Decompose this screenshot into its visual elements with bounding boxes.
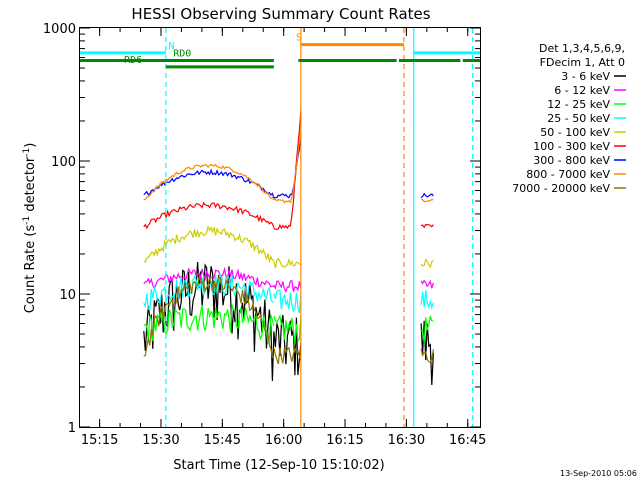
legend-label: 12 - 25 keV (547, 98, 610, 111)
data-series-line (143, 261, 275, 382)
plot-frame (79, 27, 481, 428)
legend-label: 3 - 6 keV (561, 70, 610, 83)
x-axis-label: Start Time (12-Sep-10 15:10:02) (173, 458, 384, 473)
data-series-line (420, 223, 434, 229)
flag-label: N (168, 41, 174, 52)
legend: Det 1,3,4,5,6,9,FDecim 1, Att 03 - 6 keV… (512, 42, 626, 195)
flag-label: RD6 (124, 55, 142, 66)
flag-label: S (296, 33, 302, 44)
data-series-line (420, 192, 434, 199)
y-tick-label: 10 (59, 288, 76, 303)
y-axis-label-main: Count Rate (s (23, 225, 38, 314)
legend-label: 100 - 300 keV (533, 140, 610, 153)
x-tick-label: 15:45 (204, 433, 241, 448)
data-layer (143, 110, 434, 386)
legend-label: 6 - 12 keV (554, 84, 610, 97)
y-axis-label-mid: detector (23, 156, 38, 216)
y-tick-label: 1000 (43, 22, 76, 37)
data-series-line (143, 224, 274, 264)
data-series-line (420, 320, 434, 386)
data-series-line (143, 201, 275, 230)
data-series-line (273, 257, 301, 269)
legend-label: 7000 - 20000 keV (512, 182, 610, 195)
data-series-line (143, 274, 274, 358)
y-axis-label: Count Rate (s-1 detector-1) (22, 143, 38, 314)
y-axis-label-sup1: -1 (22, 216, 32, 225)
legend-header: FDecim 1, Att 0 (540, 56, 625, 69)
x-tick-label: 16:00 (265, 433, 302, 448)
data-series-line (273, 289, 302, 313)
data-series-line (420, 315, 434, 344)
legend-header: Det 1,3,4,5,6,9, (539, 42, 625, 55)
data-series-line (420, 348, 434, 363)
y-axis-label-sup2: -1 (22, 148, 32, 157)
data-series-line (143, 304, 275, 345)
legend-label: 800 - 7000 keV (526, 168, 610, 181)
data-series-line (273, 110, 302, 230)
data-series-line (143, 272, 275, 311)
legend-label: 25 - 50 keV (547, 112, 610, 125)
x-tick-label: 16:45 (449, 433, 486, 448)
x-tick-label: 15:15 (81, 433, 118, 448)
footer-timestamp: 13-Sep-2010 05:06 (560, 469, 637, 478)
legend-label: 50 - 100 keV (540, 126, 610, 139)
axis-layer: 15:15 15:30 15:45 16:00 16:15 16:30 16:45 1 10 10… (43, 22, 487, 448)
x-tick-label: 15:30 (142, 433, 179, 448)
data-series-line (420, 279, 434, 289)
y-tick-label: 1 (68, 421, 76, 436)
x-tick-label: 16:15 (326, 433, 363, 448)
data-series-line (273, 313, 302, 344)
x-tick-label: 16:30 (388, 433, 425, 448)
chart-title: HESSI Observing Summary Count Rates (131, 5, 430, 23)
data-series-line (273, 314, 302, 376)
data-series-line (273, 279, 302, 294)
data-series-line (143, 163, 275, 201)
data-series-line (273, 129, 302, 204)
data-series-line (420, 290, 434, 310)
data-series-line (273, 345, 302, 365)
y-axis-label-end: ) (23, 143, 38, 148)
flag-label: RD0 (173, 48, 191, 59)
data-series-line (421, 198, 434, 203)
data-series-line (420, 258, 434, 269)
y-tick-label: 100 (51, 155, 76, 170)
legend-label: 300 - 800 keV (533, 154, 610, 167)
